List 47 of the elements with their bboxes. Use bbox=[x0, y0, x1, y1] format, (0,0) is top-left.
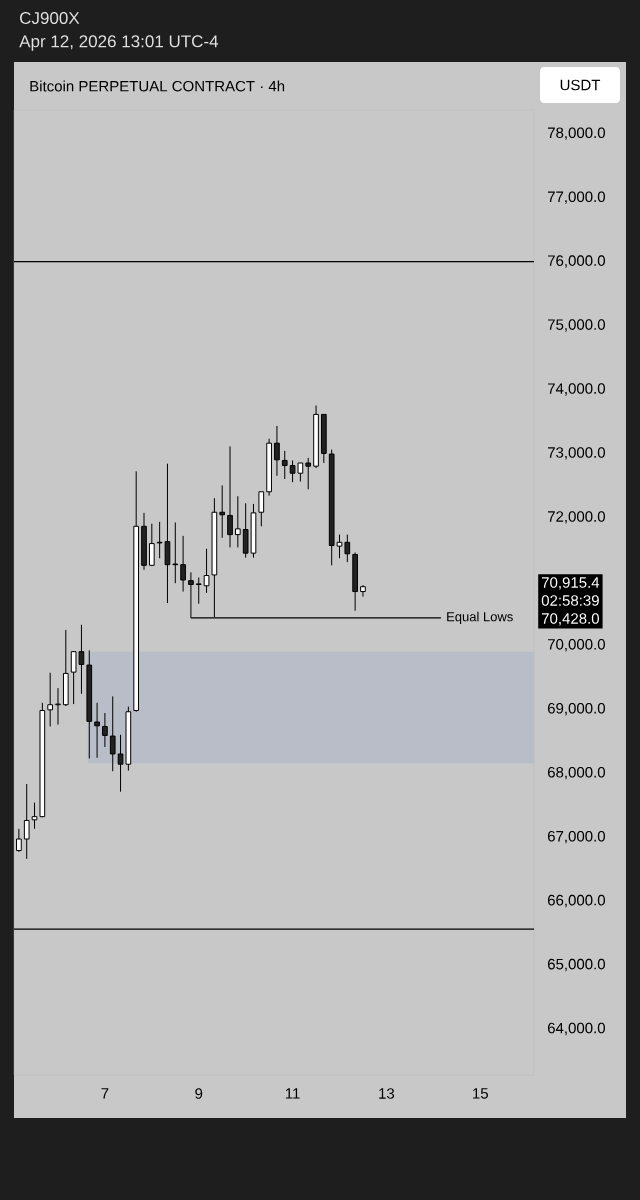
text: 70,428.0 bbox=[541, 613, 599, 626]
candlestick bbox=[148, 523, 155, 567]
chart-subtitle: CJ900X bbox=[20, 11, 80, 25]
y-tick-label: 74,000.0 bbox=[547, 383, 605, 396]
candlestick bbox=[109, 695, 116, 772]
y-tick-label: 73,000.0 bbox=[547, 447, 605, 460]
chart-title: Bitcoin PERPETUAL CONTRACT · 4h bbox=[30, 80, 285, 92]
ref-line-label: Equal Lows bbox=[447, 611, 513, 624]
candlestick bbox=[274, 425, 280, 477]
y-tick-label: 65,000.0 bbox=[547, 958, 605, 972]
y-tick-label: 72,000.0 bbox=[547, 511, 605, 524]
candlestick bbox=[16, 828, 22, 853]
y-tick-label: 76,000.0 bbox=[547, 255, 605, 268]
x-tick-label: 7 bbox=[101, 1088, 109, 1099]
candlestick bbox=[102, 712, 108, 748]
y-tick-label: 66,000.0 bbox=[547, 894, 605, 908]
candlestick bbox=[23, 783, 30, 860]
candlestick bbox=[195, 576, 202, 605]
y-tick-label: 67,000.0 bbox=[547, 830, 605, 844]
y-tick-label: 69,000.0 bbox=[547, 703, 605, 716]
candlestick bbox=[234, 495, 241, 548]
y-tick-label: 77,000.0 bbox=[547, 191, 605, 204]
y-tick-label: 68,000.0 bbox=[547, 766, 605, 780]
candlestick bbox=[305, 457, 312, 490]
text: 70,915.4 bbox=[541, 577, 600, 590]
text: Apr 12, 2026 13:01 UTC-4 bbox=[19, 35, 219, 51]
candlestick bbox=[94, 702, 100, 759]
y-tick-label: 75,000.0 bbox=[547, 319, 605, 332]
y-tick-label: 64,000.0 bbox=[547, 1022, 605, 1036]
candlestick bbox=[47, 672, 54, 727]
candlestick bbox=[180, 535, 186, 593]
y-tick-label: 78,000.0 bbox=[547, 127, 605, 140]
candlestick bbox=[281, 450, 288, 480]
y-tick-label: 70,000.0 bbox=[547, 639, 605, 652]
candlestick bbox=[55, 687, 61, 726]
candlestick bbox=[360, 584, 366, 598]
x-tick-label: 13 bbox=[379, 1088, 395, 1099]
candlestick bbox=[344, 534, 351, 563]
text: 02:58:39 bbox=[541, 595, 599, 606]
x-tick-label: 11 bbox=[285, 1088, 300, 1099]
y-axis-title: USDT bbox=[560, 79, 601, 91]
candlestick bbox=[227, 445, 233, 548]
x-tick-label: 9 bbox=[195, 1088, 203, 1099]
candlestick bbox=[219, 484, 226, 539]
x-tick-label: 15 bbox=[473, 1088, 488, 1099]
candlestick bbox=[172, 521, 179, 584]
candlestick bbox=[258, 491, 265, 527]
